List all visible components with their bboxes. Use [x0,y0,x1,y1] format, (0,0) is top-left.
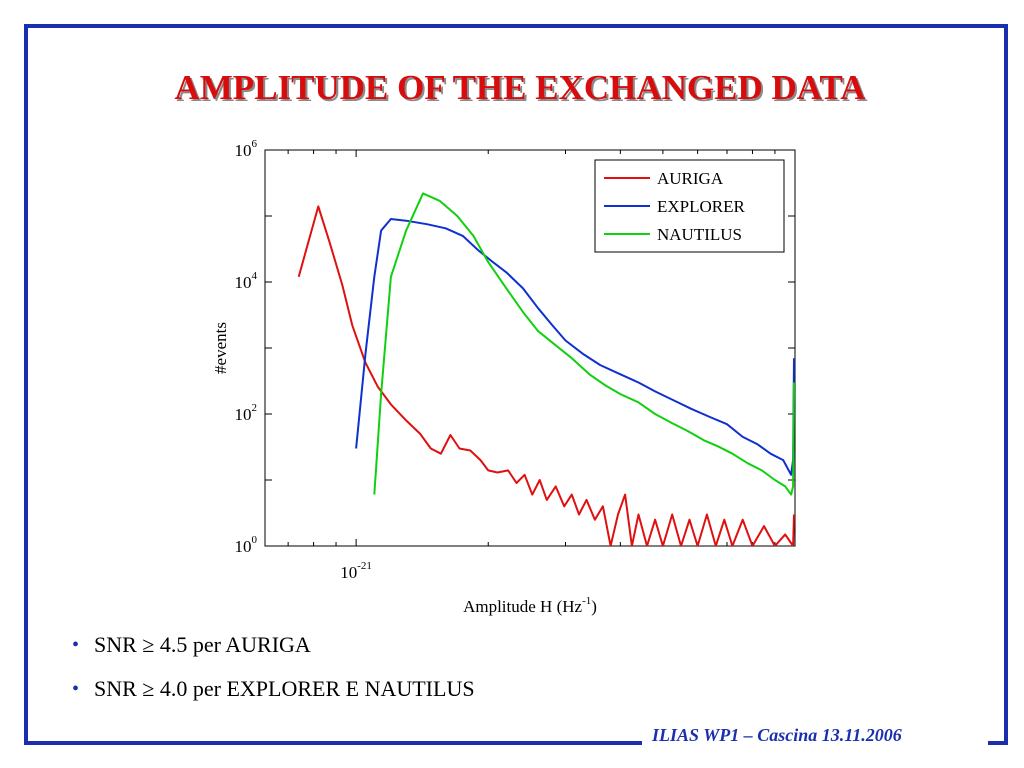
chart-legend: AURIGA EXPLORER NAUTILUS [594,159,785,253]
x-axis-label: Amplitude H (Hz-1) [463,595,597,616]
frame-top-border [24,24,1008,28]
y-tick-label: 102 [235,402,258,424]
series-line-nautilus [373,192,795,496]
y-tick-label: 104 [235,270,258,292]
legend-label-explorer: EXPLORER [657,197,746,216]
y-axis-label: #events [211,322,230,374]
bullet-item: • SNR ≥ 4.0 per EXPLORER E NAUTILUS [72,674,475,718]
series-line-auriga [297,205,795,546]
frame-left-border [24,24,28,745]
bullet-text: SNR ≥ 4.5 per AURIGA [94,632,311,657]
amplitude-chart: 100 102 104 106 10-21 AURIGA EXPLORER NAUTILUS… [211,138,796,616]
frame-bottom-border-right [988,741,1008,745]
bullet-list: • SNR ≥ 4.5 per AURIGA • SNR ≥ 4.0 per E… [72,630,475,718]
y-tick-label: 106 [235,138,258,160]
bullet-text: SNR ≥ 4.0 per EXPLORER E NAUTILUS [94,676,475,701]
frame-right-border [1004,24,1008,745]
frame-bottom-border-left [24,741,642,745]
slide-title: AMPLITUDE OF THE EXCHANGED DATA [174,68,866,107]
x-tick-label: 10-21 [340,560,372,582]
y-tick-label: 100 [235,534,258,556]
legend-label-auriga: AURIGA [657,169,724,188]
legend-label-nautilus: NAUTILUS [657,225,742,244]
slide-footer: ILIAS WP1 – Cascina 13.11.2006 [652,725,902,745]
bullet-dot: • [72,634,80,656]
bullet-item: • SNR ≥ 4.5 per AURIGA [72,630,475,674]
bullet-dot: • [72,678,80,700]
